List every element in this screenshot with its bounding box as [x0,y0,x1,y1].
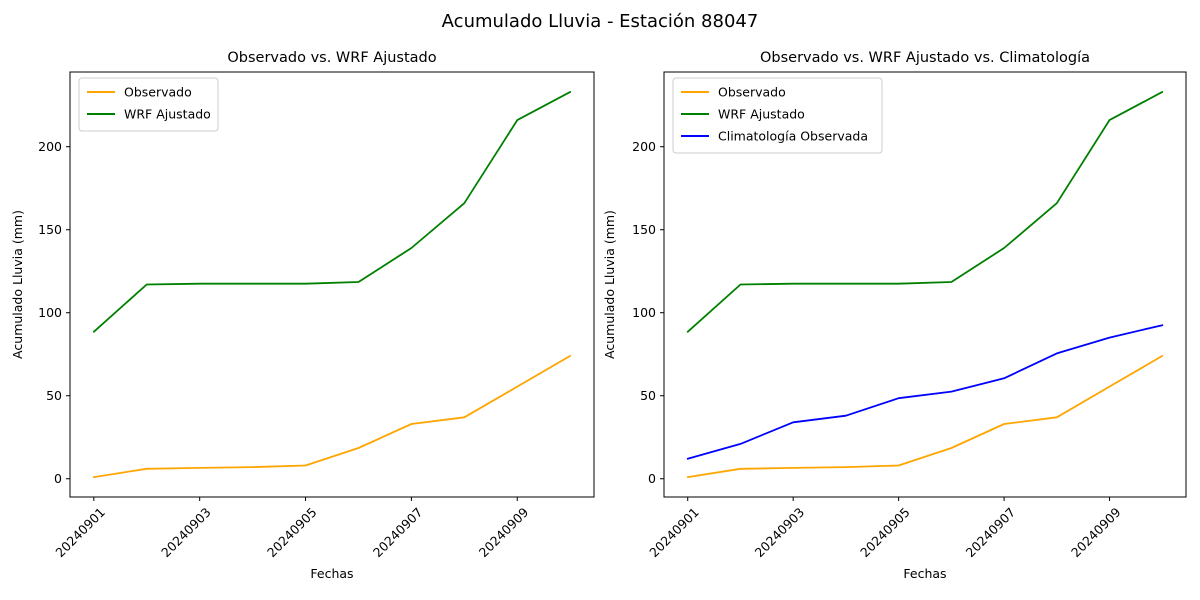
y-tick-label: 100 [632,305,656,320]
legend-label: WRF Ajustado [718,107,805,122]
x-tick-label: 20240901 [646,505,702,561]
series-line-climatolog-a-observada [686,324,1164,460]
series-line-observado [686,354,1164,479]
series-line-observado [92,354,572,479]
legend-label: WRF Ajustado [124,107,211,122]
legend: Observado WRF Ajustado [78,77,219,132]
axes-frame [663,71,1187,498]
axes-frame [69,71,595,498]
y-tick-label: 200 [632,139,656,154]
subplot-title: Observado vs. WRF Ajustado vs. Climatolo… [760,50,1090,66]
x-tick-label: 20240909 [1068,504,1124,560]
y-tick-label: 150 [38,222,62,237]
x-axis-label: Fechas [903,566,946,581]
legend: Observado WRF Ajustado Climatología Observ… [672,77,883,154]
y-axis-label: Acumulado Lluvia (mm) [10,210,25,359]
subplot-right: 0 50 100 150 200 20240901 20240903 20240905 2024… [602,50,1187,581]
y-tick-label: 0 [54,471,62,486]
x-tick-label: 20240901 [52,505,108,561]
x-tick-label: 20240905 [264,505,320,561]
figure-suptitle: Acumulado Lluvia - Estación 88047 [441,11,759,32]
legend-box [672,77,883,154]
y-tick-label: 200 [38,139,62,154]
series-line-wrf-ajustado [686,91,1164,333]
x-axis-label: Fechas [310,566,353,581]
legend-label: Observado [124,85,192,100]
y-tick-label: 50 [640,388,656,403]
y-tick-label: 150 [632,222,656,237]
series-line-wrf-ajustado [92,91,572,333]
subplot-title: Observado vs. WRF Ajustado [227,50,436,66]
y-tick-label: 100 [38,305,62,320]
x-tick-label: 20240905 [857,505,913,561]
legend-label: Observado [718,85,786,100]
y-tick-label: 50 [46,388,62,403]
y-axis-label: Acumulado Lluvia (mm) [602,210,617,359]
x-tick-label: 20240907 [963,505,1019,561]
x-tick-label: 20240903 [752,505,808,561]
legend-label: Climatología Observada [718,129,868,144]
x-tick-label: 20240903 [158,505,214,561]
x-tick-label: 20240907 [370,505,426,561]
x-tick-label: 20240909 [476,504,532,560]
y-tick-label: 0 [648,471,656,486]
subplot-left: 0 50 100 150 200 20240901 20240903 20240905 2024… [10,50,595,581]
